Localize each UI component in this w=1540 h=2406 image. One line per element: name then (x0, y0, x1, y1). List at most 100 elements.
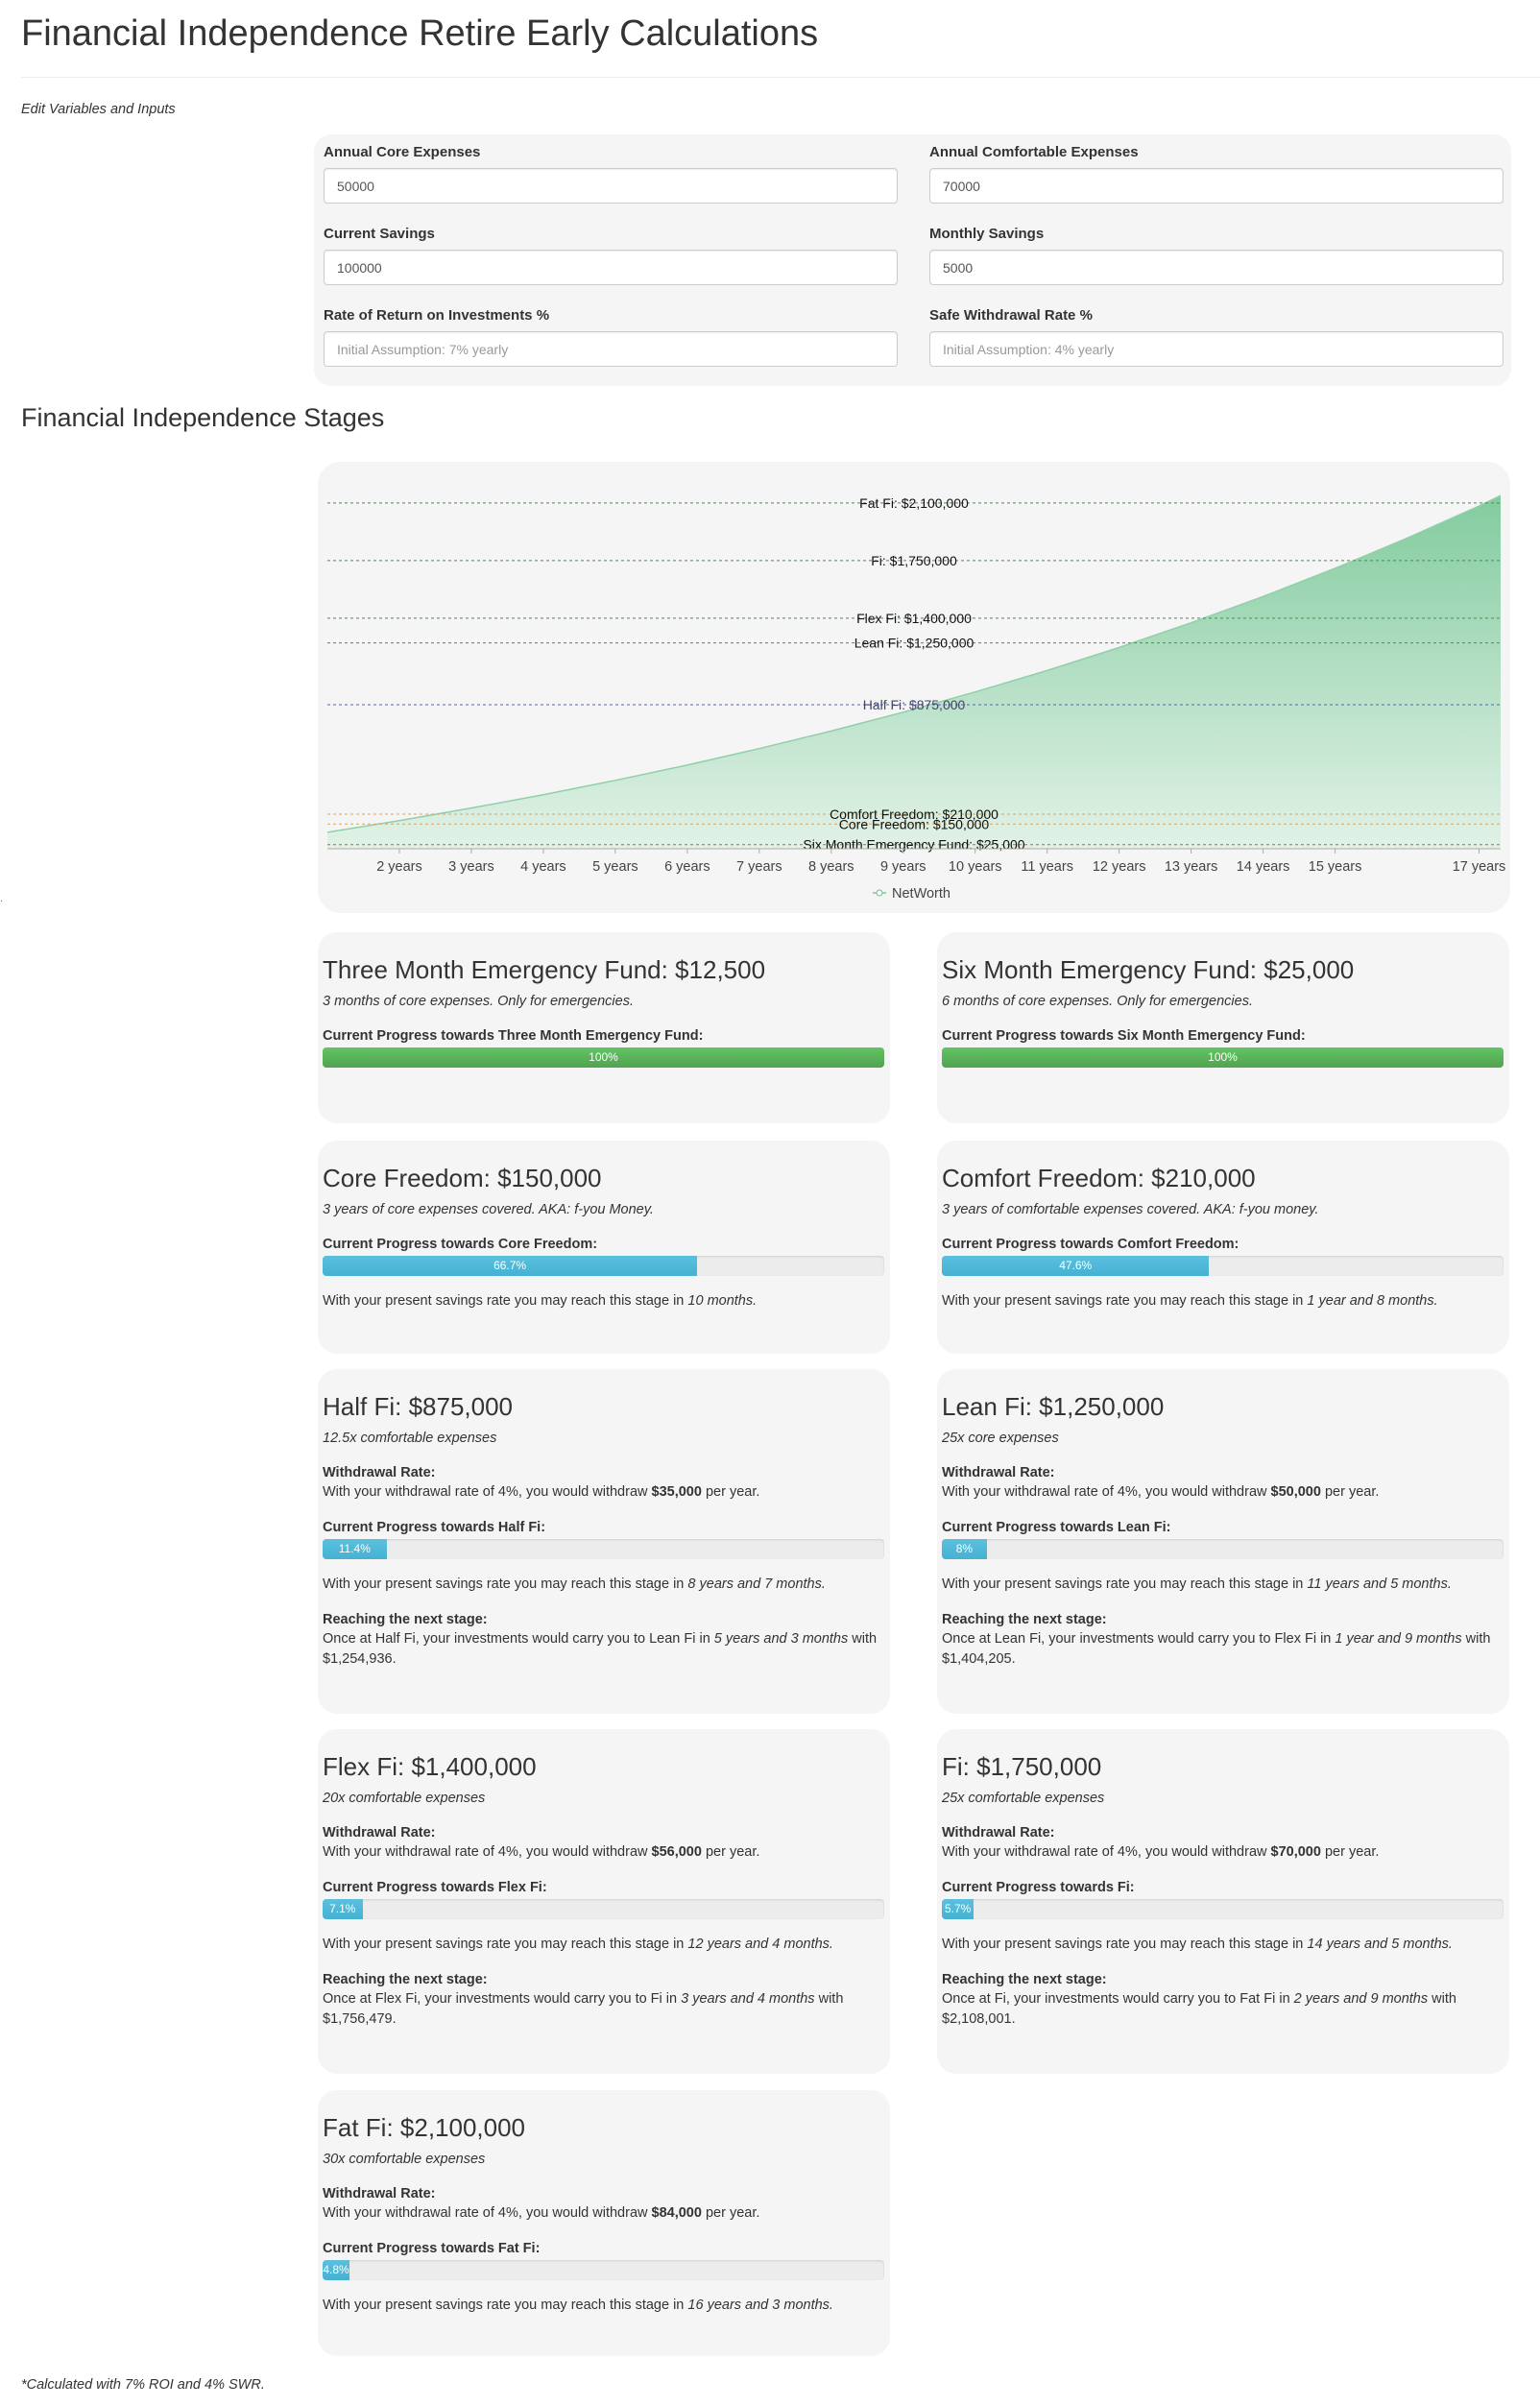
next-stage-heading: Reaching the next stage: (942, 1972, 1107, 1987)
progress-bar: 66.7% (323, 1256, 698, 1276)
withdrawal-suffix: per year. (1320, 1484, 1380, 1500)
core-expenses-input[interactable] (324, 168, 898, 204)
next-stage-time: 1 year and 9 months (1335, 1631, 1462, 1647)
next-stage-prefix: Once at Flex Fi, your investments would … (323, 1991, 682, 2007)
x-tick-label: 11 years (1021, 859, 1073, 875)
x-tick-label: 17 years (1453, 859, 1506, 875)
current-savings-input[interactable] (324, 250, 898, 285)
rate-of-return-input[interactable] (324, 331, 898, 367)
reach-time: 10 months. (687, 1293, 758, 1309)
monthly-savings-input[interactable] (929, 250, 1504, 285)
withdrawal-suffix: per year. (701, 2205, 760, 2221)
reference-line-label: Fat Fi: $2,100,000 (859, 495, 969, 511)
stage-title: Lean Fi: $1,250,000 (942, 1392, 1165, 1421)
withdrawal-text: With your withdrawal rate of 4%, you wou… (942, 1842, 1504, 1863)
stage-description: 30x comfortable expenses (323, 2152, 486, 2167)
inputs-panel: Annual Core Expenses Annual Comfortable … (314, 134, 1511, 386)
reach-prefix: With your present savings rate you may r… (323, 1576, 688, 1592)
progress-heading: Current Progress towards Fat Fi: (323, 2241, 541, 2256)
next-stage-suffix: with $1,756,479. (323, 1991, 844, 2027)
withdrawal-rate-heading: Withdrawal Rate: (942, 1825, 1055, 1841)
comfortable-expenses-label: Annual Comfortable Expenses (929, 144, 1139, 160)
withdrawal-amount: $50,000 (1270, 1484, 1321, 1500)
reach-prefix: With your present savings rate you may r… (323, 2298, 688, 2313)
progress-heading: Current Progress towards Lean Fi: (942, 1520, 1171, 1535)
stages-section-title: Financial Independence Stages (21, 403, 385, 432)
networth-chart: Fat Fi: $2,100,000 Fi: $1,750,000 Flex Fi:… (326, 494, 1506, 902)
stage-card-flex-fi: Flex Fi: $1,400,000 20x comfortable expen… (318, 1729, 890, 2074)
x-tick-label: 10 years (949, 859, 1002, 875)
reach-time: 12 years and 4 months. (687, 1937, 833, 1952)
next-stage-time: 3 years and 4 months (681, 1991, 815, 2007)
monthly-savings-label: Monthly Savings (929, 226, 1045, 242)
next-stage-prefix: Once at Half Fi, your investments would … (323, 1631, 714, 1647)
legend-label: NetWorth (892, 886, 950, 902)
x-tick-label: 12 years (1093, 859, 1146, 875)
withdrawal-text: With your withdrawal rate of 4%, you wou… (323, 1482, 885, 1503)
next-stage-time: 2 years and 9 months (1293, 1991, 1429, 2007)
reference-line-label: Half Fi: $875,000 (863, 697, 966, 712)
core-expenses-field: Annual Core Expenses (324, 144, 898, 204)
reference-line-label: Fi: $1,750,000 (871, 553, 957, 568)
x-tick-label: 3 years (448, 859, 494, 875)
progress-track: 100% (942, 1047, 1504, 1068)
rate-of-return-field: Rate of Return on Investments % (324, 307, 898, 367)
reference-line-label: Comfort Freedom: $210,000 (830, 806, 999, 822)
withdrawal-rate-heading: Withdrawal Rate: (942, 1465, 1055, 1480)
reference-line-label: Core Freedom: $150,000 (839, 816, 990, 831)
core-expenses-label: Annual Core Expenses (324, 144, 481, 160)
progress-heading: Current Progress towards Flex Fi: (323, 1880, 547, 1895)
withdrawal-prefix: With your withdrawal rate of 4%, you wou… (942, 1844, 1271, 1860)
next-stage-suffix: with $1,404,205. (942, 1631, 1491, 1667)
stage-description: 25x core expenses (942, 1431, 1059, 1446)
current-savings-field: Current Savings (324, 226, 898, 285)
progress-bar: 7.1% (323, 1899, 363, 1919)
next-stage-text: Once at Flex Fi, your investments would … (323, 1989, 885, 2030)
stage-description: 12.5x comfortable expenses (323, 1431, 497, 1446)
reach-estimate: With your present savings rate you may r… (323, 1291, 885, 1311)
comfortable-expenses-input[interactable] (929, 168, 1504, 204)
progress-bar: 5.7% (942, 1899, 975, 1919)
progress-track: 8% (942, 1539, 1504, 1559)
reach-estimate: With your present savings rate you may r… (942, 1575, 1504, 1595)
reach-time: 14 years and 5 months. (1307, 1937, 1453, 1952)
progress-heading: Current Progress towards Half Fi: (323, 1520, 546, 1535)
stage-description: 6 months of core expenses. Only for emer… (942, 994, 1253, 1009)
withdrawal-prefix: With your withdrawal rate of 4%, you wou… (323, 2205, 652, 2221)
x-tick-label: 7 years (736, 859, 782, 875)
networth-chart-panel: Fat Fi: $2,100,000 Fi: $1,750,000 Flex Fi:… (318, 462, 1510, 913)
progress-heading: Current Progress towards Core Freedom: (323, 1237, 598, 1252)
progress-heading: Current Progress towards Six Month Emerg… (942, 1028, 1306, 1044)
next-stage-text: Once at Lean Fi, your investments would … (942, 1629, 1504, 1670)
withdrawal-rate-heading: Withdrawal Rate: (323, 1825, 436, 1841)
progress-bar: 11.4% (323, 1539, 387, 1559)
stage-title: Three Month Emergency Fund: $12,500 (323, 955, 766, 984)
reach-prefix: With your present savings rate you may r… (323, 1937, 688, 1952)
progress-bar: 100% (942, 1047, 1504, 1068)
progress-track: 7.1% (323, 1899, 884, 1919)
withdrawal-text: With your withdrawal rate of 4%, you wou… (942, 1482, 1504, 1503)
footnote: *Calculated with 7% ROI and 4% SWR. (21, 2377, 265, 2393)
reach-prefix: With your present savings rate you may r… (942, 1576, 1308, 1592)
stage-description: 3 years of core expenses covered. AKA: f… (323, 1202, 654, 1217)
stage-card-lean-fi: Lean Fi: $1,250,000 25x core expenses With… (937, 1369, 1509, 1714)
reach-time: 16 years and 3 months. (687, 2298, 833, 2313)
reach-estimate: With your present savings rate you may r… (942, 1291, 1504, 1311)
progress-bar: 4.8% (323, 2260, 350, 2280)
withdrawal-rate-input[interactable] (929, 331, 1504, 367)
reach-time: 1 year and 8 months. (1307, 1293, 1438, 1309)
withdrawal-amount: $84,000 (651, 2205, 702, 2221)
stage-title: Six Month Emergency Fund: $25,000 (942, 955, 1355, 984)
stage-title: Core Freedom: $150,000 (323, 1164, 602, 1192)
stage-title: Half Fi: $875,000 (323, 1392, 514, 1421)
progress-heading: Current Progress towards Three Month Eme… (323, 1028, 704, 1044)
x-tick-label: 13 years (1165, 859, 1218, 875)
progress-heading: Current Progress towards Comfort Freedom… (942, 1237, 1239, 1252)
x-tick-label: 4 years (520, 859, 566, 875)
stage-title: Flex Fi: $1,400,000 (323, 1752, 537, 1781)
reach-estimate: With your present savings rate you may r… (323, 1935, 885, 1955)
progress-track: 4.8% (323, 2260, 884, 2280)
stage-card-three-month-emergency-fund: Three Month Emergency Fund: $12,500 3 mon… (318, 932, 890, 1123)
next-stage-suffix: with $2,108,001. (942, 1991, 1456, 2027)
progress-bar: 8% (942, 1539, 987, 1559)
